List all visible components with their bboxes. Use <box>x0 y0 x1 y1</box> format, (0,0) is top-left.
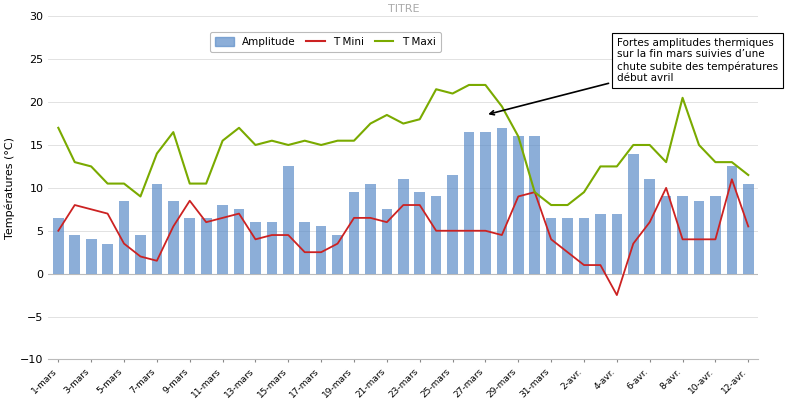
Bar <box>710 196 721 274</box>
Bar <box>283 166 294 274</box>
Bar <box>726 166 737 274</box>
Bar <box>316 227 326 274</box>
Bar <box>497 128 507 274</box>
Bar <box>447 175 458 274</box>
Bar <box>431 196 442 274</box>
Bar <box>694 201 704 274</box>
Bar <box>53 218 64 274</box>
Bar <box>743 183 754 274</box>
Y-axis label: Températures (°C): Températures (°C) <box>4 137 14 239</box>
Bar <box>382 209 392 274</box>
Title: TITRE: TITRE <box>387 4 419 14</box>
Bar <box>349 192 359 274</box>
Bar <box>464 132 474 274</box>
Bar <box>135 235 146 274</box>
Bar <box>628 154 638 274</box>
Bar <box>611 214 622 274</box>
Bar <box>250 222 261 274</box>
Bar <box>480 132 490 274</box>
Legend: Amplitude, T Mini, T Maxi: Amplitude, T Mini, T Maxi <box>210 32 441 53</box>
Bar <box>234 209 244 274</box>
Bar <box>414 192 425 274</box>
Bar <box>678 196 688 274</box>
Bar <box>546 218 557 274</box>
Bar <box>299 222 310 274</box>
Bar <box>218 205 228 274</box>
Bar <box>578 218 590 274</box>
Bar <box>644 179 655 274</box>
Bar <box>168 201 178 274</box>
Bar <box>530 137 540 274</box>
Bar <box>595 214 606 274</box>
Bar <box>102 244 113 274</box>
Bar <box>398 179 409 274</box>
Bar <box>661 196 671 274</box>
Bar <box>332 235 343 274</box>
Bar <box>562 218 573 274</box>
Bar <box>266 222 278 274</box>
Bar <box>513 137 524 274</box>
Bar <box>201 218 211 274</box>
Bar <box>86 239 97 274</box>
Bar <box>70 235 80 274</box>
Bar <box>151 183 162 274</box>
Bar <box>365 183 376 274</box>
Text: Fortes amplitudes thermiques
sur la fin mars suivies d’une
chute subite des temp: Fortes amplitudes thermiques sur la fin … <box>490 38 778 115</box>
Bar <box>118 201 130 274</box>
Bar <box>184 218 195 274</box>
